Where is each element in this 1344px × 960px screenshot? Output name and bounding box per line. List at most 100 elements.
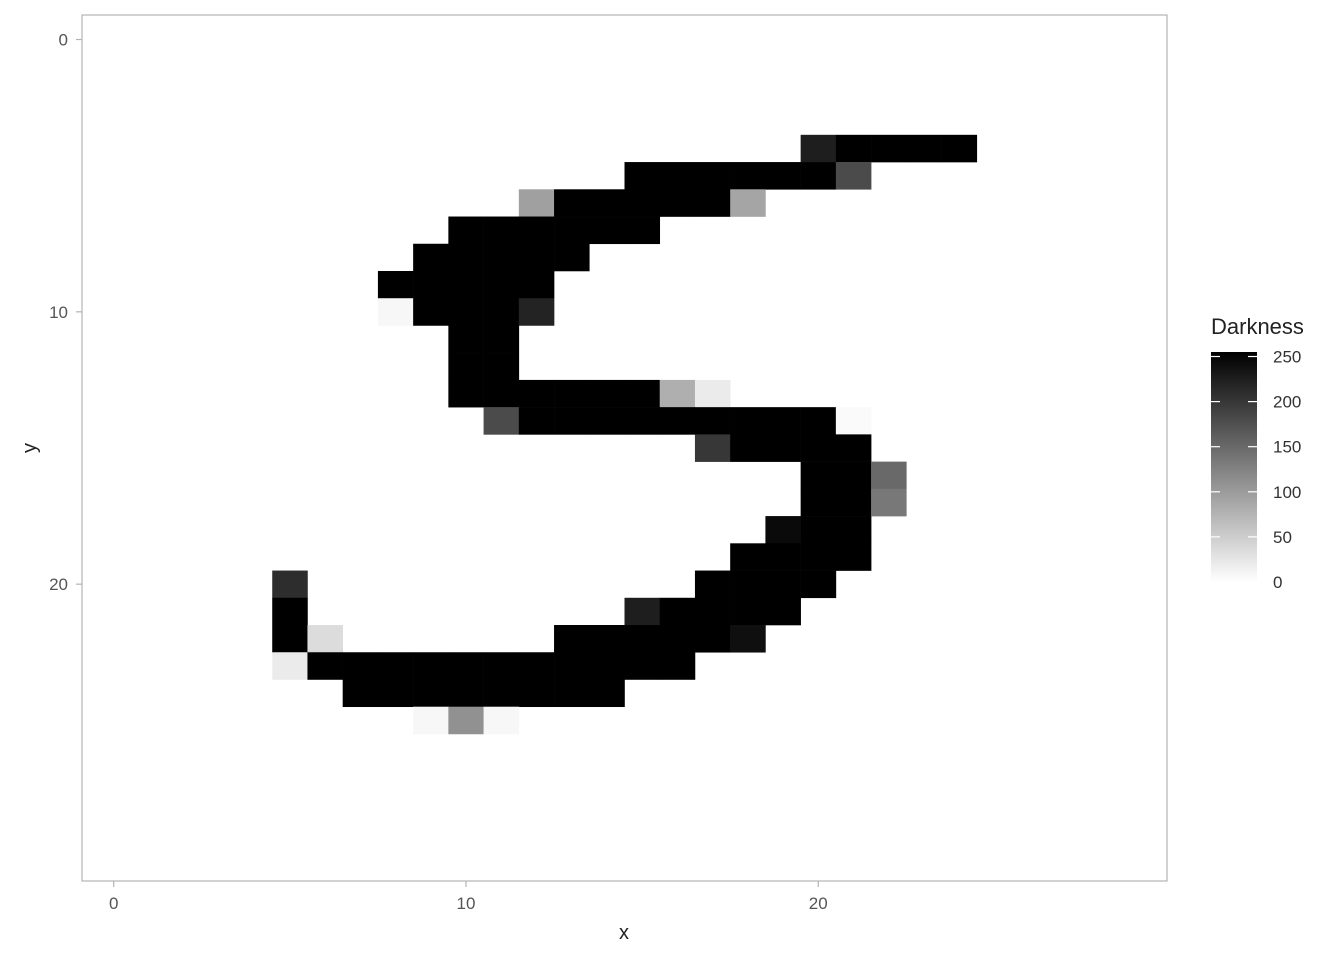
heatmap-cell	[694, 162, 731, 190]
heatmap-cell	[483, 325, 520, 353]
heatmap-cell	[448, 216, 484, 245]
heatmap-cell	[765, 543, 801, 571]
heatmap-cell	[835, 162, 872, 190]
heatmap-cell	[835, 134, 872, 163]
heatmap-cell	[554, 216, 590, 245]
heatmap-cell	[448, 379, 484, 408]
heatmap-cell	[342, 652, 379, 680]
heatmap-cell	[694, 407, 731, 435]
legend: Darkness 0 50 100 150 200 250	[1211, 314, 1304, 592]
heatmap-cell	[765, 516, 801, 544]
y-axis: 0 10 20	[49, 31, 82, 594]
heatmap-cell	[413, 298, 449, 326]
heatmap-cell	[835, 434, 872, 462]
heatmap-cell	[554, 625, 590, 653]
heatmap-cell	[871, 488, 907, 517]
heatmap-cell	[448, 298, 484, 326]
heatmap-cell	[730, 407, 766, 435]
legend-tick-label: 200	[1273, 393, 1301, 412]
heatmap-cell	[765, 162, 801, 190]
heatmap-cell	[377, 298, 414, 326]
heatmap-cell	[518, 189, 555, 217]
legend-colorbar	[1211, 352, 1257, 582]
heatmap-cell	[765, 597, 801, 626]
heatmap-cell	[694, 625, 731, 653]
heatmap-cell	[483, 298, 520, 326]
heatmap-cell	[589, 407, 625, 435]
heatmap-cell	[448, 270, 484, 299]
heatmap-cell	[800, 461, 837, 490]
heatmap-cell	[800, 434, 837, 462]
heatmap-cell	[589, 652, 625, 680]
heatmap-cell	[448, 325, 484, 353]
heatmap-cell	[730, 162, 766, 190]
heatmap-cell	[694, 434, 731, 462]
heatmap-cells	[272, 134, 978, 735]
heatmap-cell	[483, 407, 520, 435]
heatmap-cell	[272, 625, 308, 653]
heatmap-cell	[659, 652, 696, 680]
heatmap-cell	[659, 162, 696, 190]
heatmap-cell	[483, 216, 520, 245]
heatmap-cell	[307, 625, 343, 653]
legend-tick-label: 150	[1273, 438, 1301, 457]
heatmap-cell	[730, 597, 766, 626]
heatmap-cell	[483, 270, 520, 299]
heatmap-cell	[413, 706, 449, 735]
heatmap-cell	[272, 570, 308, 599]
heatmap-cell	[694, 189, 731, 217]
heatmap-cell	[800, 516, 837, 544]
legend-tick-label: 100	[1273, 483, 1301, 502]
x-axis-title: x	[619, 922, 629, 944]
heatmap-cell	[272, 652, 308, 680]
heatmap-cell	[730, 625, 766, 653]
heatmap-cell	[871, 134, 907, 163]
heatmap-cell	[483, 243, 520, 272]
heatmap-cell	[448, 706, 484, 735]
heatmap-cell	[518, 243, 555, 272]
heatmap-cell	[765, 570, 801, 599]
heatmap-cell	[941, 134, 978, 163]
heatmap-cell	[554, 189, 590, 217]
heatmap-cell	[518, 407, 555, 435]
heatmap-cell	[730, 543, 766, 571]
heatmap-cell	[589, 189, 625, 217]
y-tick-label: 20	[49, 575, 68, 594]
heatmap-cell	[694, 570, 731, 599]
heatmap-cell	[835, 461, 872, 490]
heatmap-cell	[624, 407, 661, 435]
heatmap-cell	[800, 488, 837, 517]
x-tick-label: 10	[457, 894, 476, 913]
x-tick-label: 0	[109, 894, 118, 913]
heatmap-cell	[589, 625, 625, 653]
heatmap-cell	[554, 407, 590, 435]
panel-border	[81, 14, 1168, 882]
heatmap-cell	[835, 516, 872, 544]
heatmap-cell	[272, 597, 308, 626]
heatmap-cell	[589, 216, 625, 245]
heatmap-cell	[835, 543, 872, 571]
heatmap-cell	[800, 134, 837, 163]
heatmap-cell	[835, 407, 872, 435]
heatmap-cell	[589, 679, 625, 708]
heatmap-cell	[835, 488, 872, 517]
x-tick-label: 20	[809, 894, 828, 913]
heatmap-cell	[554, 379, 590, 408]
heatmap-cell	[624, 189, 661, 217]
heatmap-cell	[730, 570, 766, 599]
heatmap-cell	[765, 434, 801, 462]
heatmap-cell	[448, 679, 484, 708]
heatmap-cell	[730, 434, 766, 462]
heatmap-cell	[659, 189, 696, 217]
legend-tick-label: 0	[1273, 573, 1282, 592]
heatmap-cell	[448, 243, 484, 272]
heatmap-cell	[413, 679, 449, 708]
heatmap-cell	[694, 379, 731, 408]
heatmap-cell	[483, 679, 520, 708]
heatmap-cell	[800, 407, 837, 435]
y-tick-label: 0	[59, 31, 68, 50]
heatmap-cell	[377, 679, 414, 708]
heatmap-cell	[518, 298, 555, 326]
